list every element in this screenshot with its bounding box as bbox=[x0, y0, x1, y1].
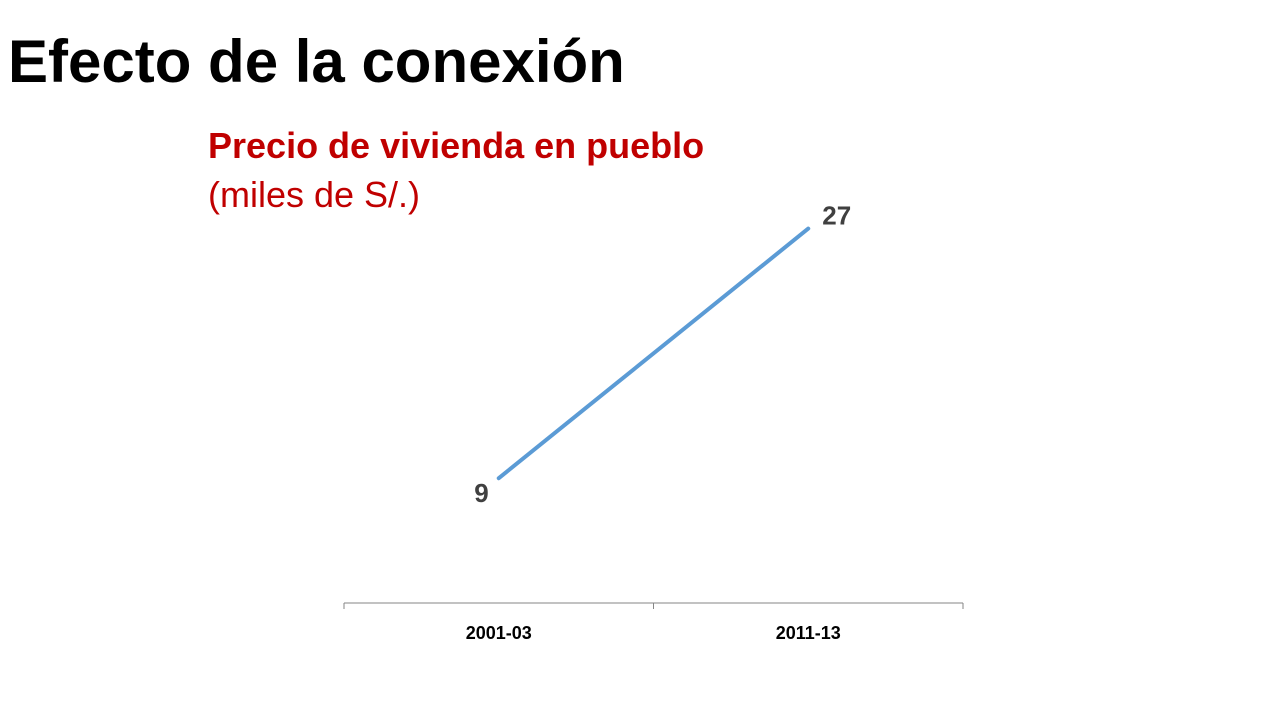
x-tick-label: 2001-03 bbox=[466, 623, 532, 643]
chart-title: Precio de vivienda en pueblo bbox=[208, 125, 705, 166]
slide-title: Efecto de la conexión bbox=[8, 28, 625, 95]
data-label: 9 bbox=[474, 478, 488, 508]
x-tick-label: 2011-13 bbox=[776, 623, 841, 643]
series-line bbox=[496, 226, 811, 481]
chart-subtitle: (miles de S/.) bbox=[208, 174, 421, 215]
data-label: 27 bbox=[822, 201, 851, 231]
